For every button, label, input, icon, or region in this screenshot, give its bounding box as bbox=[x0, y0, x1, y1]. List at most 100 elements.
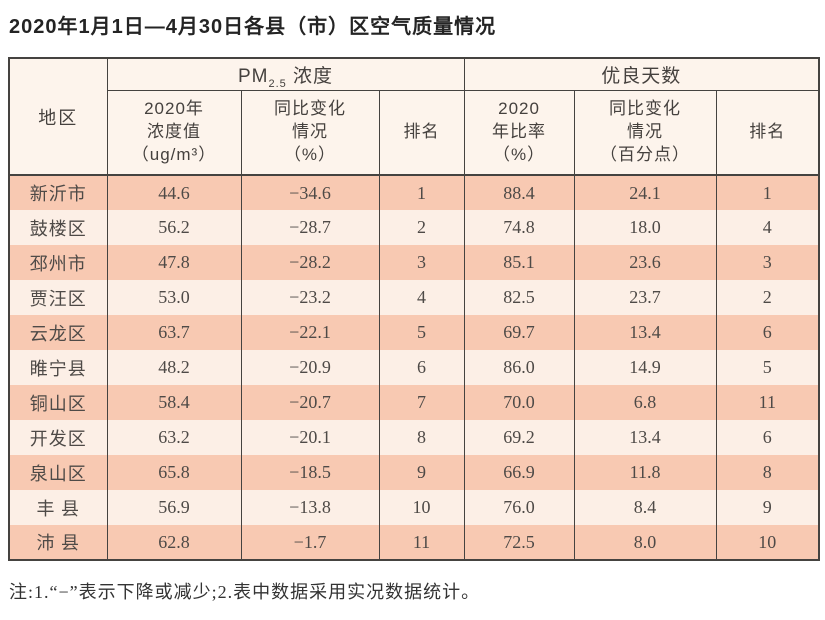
good-rank-cell: 6 bbox=[715, 420, 820, 455]
good-change-cell: 18.0 bbox=[573, 210, 717, 245]
pm-rank-cell: 10 bbox=[378, 490, 465, 525]
table-row: 鼓楼区 56.2 −28.7 2 74.8 18.0 4 bbox=[8, 210, 820, 245]
table-row: 贾汪区 53.0 −23.2 4 82.5 23.7 2 bbox=[8, 280, 820, 315]
region-cell: 贾汪区 bbox=[8, 280, 108, 315]
col-header-region: 地区 bbox=[8, 58, 108, 176]
good-rate-cell: 82.5 bbox=[463, 280, 575, 315]
region-cell: 新沂市 bbox=[8, 175, 108, 210]
good-rate-cell: 86.0 bbox=[463, 350, 575, 385]
good-change-cell: 8.0 bbox=[573, 525, 717, 560]
pm-value-cell: 56.2 bbox=[106, 210, 242, 245]
col-header-pm-rank: 排名 bbox=[378, 90, 465, 176]
pm-rank-cell: 4 bbox=[378, 280, 465, 315]
pm-change-cell: −28.2 bbox=[240, 245, 380, 280]
pm25-label-prefix: PM bbox=[237, 65, 269, 87]
pm-value-cell: 44.6 bbox=[106, 175, 242, 210]
pm-change-cell: −20.1 bbox=[240, 420, 380, 455]
table-row: 新沂市 44.6 −34.6 1 88.4 24.1 1 bbox=[8, 175, 820, 210]
pm-value-cell: 58.4 bbox=[106, 385, 242, 420]
pm-change-cell: −22.1 bbox=[240, 315, 380, 350]
good-rate-cell: 69.2 bbox=[463, 420, 575, 455]
table-row: 铜山区 58.4 −20.7 7 70.0 6.8 11 bbox=[8, 385, 820, 420]
good-rank-cell: 11 bbox=[715, 385, 820, 420]
table-header: 地区 PM2.5 浓度 优良天数 2020年 浓度值 （ug/m³） 同比变化 … bbox=[8, 58, 820, 176]
good-change-cell: 8.4 bbox=[573, 490, 717, 525]
col-header-good-rank: 排名 bbox=[715, 90, 820, 176]
good-rate-cell: 70.0 bbox=[463, 385, 575, 420]
pm-value-cell: 56.9 bbox=[106, 490, 242, 525]
table-body: 新沂市 44.6 −34.6 1 88.4 24.1 1 鼓楼区 56.2 −2… bbox=[8, 175, 820, 560]
good-rate-cell: 88.4 bbox=[463, 175, 575, 210]
pm-rank-cell: 11 bbox=[378, 525, 465, 560]
good-rank-cell: 10 bbox=[715, 525, 820, 560]
good-rate-cell: 74.8 bbox=[463, 210, 575, 245]
good-change-cell: 24.1 bbox=[573, 175, 717, 210]
region-cell: 丰 县 bbox=[8, 490, 108, 525]
pm-change-cell: −18.5 bbox=[240, 455, 380, 490]
pm-change-cell: −20.7 bbox=[240, 385, 380, 420]
pm-rank-cell: 7 bbox=[378, 385, 465, 420]
region-cell: 开发区 bbox=[8, 420, 108, 455]
table-row: 丰 县 56.9 −13.8 10 76.0 8.4 9 bbox=[8, 490, 820, 525]
table-row: 泉山区 65.8 −18.5 9 66.9 11.8 8 bbox=[8, 455, 820, 490]
table-row: 睢宁县 48.2 −20.9 6 86.0 14.9 5 bbox=[8, 350, 820, 385]
good-change-cell: 23.7 bbox=[573, 280, 717, 315]
pm25-label-suffix: 浓度 bbox=[286, 65, 334, 87]
good-rank-cell: 6 bbox=[715, 315, 820, 350]
pm-value-cell: 63.2 bbox=[106, 420, 242, 455]
region-cell: 泉山区 bbox=[8, 455, 108, 490]
pm-rank-cell: 5 bbox=[378, 315, 465, 350]
pm-rank-cell: 3 bbox=[378, 245, 465, 280]
pm-value-cell: 65.8 bbox=[106, 455, 242, 490]
table-row: 云龙区 63.7 −22.1 5 69.7 13.4 6 bbox=[8, 315, 820, 350]
good-change-cell: 6.8 bbox=[573, 385, 717, 420]
good-rank-cell: 1 bbox=[715, 175, 820, 210]
group-header-good-days: 优良天数 bbox=[463, 58, 820, 91]
group-header-row: 地区 PM2.5 浓度 优良天数 bbox=[8, 58, 820, 176]
good-rank-cell: 8 bbox=[715, 455, 820, 490]
region-cell: 睢宁县 bbox=[8, 350, 108, 385]
air-quality-table: 地区 PM2.5 浓度 优良天数 2020年 浓度值 （ug/m³） 同比变化 … bbox=[8, 57, 821, 561]
good-rate-cell: 66.9 bbox=[463, 455, 575, 490]
good-rate-cell: 76.0 bbox=[463, 490, 575, 525]
page-title: 2020年1月1日—4月30日各县（市）区空气质量情况 bbox=[9, 16, 497, 38]
pm-value-cell: 53.0 bbox=[106, 280, 242, 315]
pm-rank-cell: 9 bbox=[378, 455, 465, 490]
good-rank-cell: 9 bbox=[715, 490, 820, 525]
col-header-pm-change: 同比变化 情况 （%） bbox=[240, 90, 380, 176]
good-change-cell: 13.4 bbox=[573, 315, 717, 350]
good-rate-cell: 69.7 bbox=[463, 315, 575, 350]
pm-value-cell: 62.8 bbox=[106, 525, 242, 560]
pm-value-cell: 48.2 bbox=[106, 350, 242, 385]
good-rank-cell: 4 bbox=[715, 210, 820, 245]
pm-change-cell: −1.7 bbox=[240, 525, 380, 560]
good-rank-cell: 5 bbox=[715, 350, 820, 385]
col-header-pm-value: 2020年 浓度值 （ug/m³） bbox=[106, 90, 242, 176]
pm-rank-cell: 8 bbox=[378, 420, 465, 455]
good-rank-cell: 3 bbox=[715, 245, 820, 280]
table-row: 邳州市 47.8 −28.2 3 85.1 23.6 3 bbox=[8, 245, 820, 280]
good-rank-cell: 2 bbox=[715, 280, 820, 315]
region-cell: 云龙区 bbox=[8, 315, 108, 350]
good-rate-cell: 72.5 bbox=[463, 525, 575, 560]
table-row: 沛 县 62.8 −1.7 11 72.5 8.0 10 bbox=[8, 525, 820, 560]
good-change-cell: 23.6 bbox=[573, 245, 717, 280]
pm-change-cell: −28.7 bbox=[240, 210, 380, 245]
good-change-cell: 14.9 bbox=[573, 350, 717, 385]
pm-change-cell: −23.2 bbox=[240, 280, 380, 315]
region-cell: 鼓楼区 bbox=[8, 210, 108, 245]
pm-rank-cell: 1 bbox=[378, 175, 465, 210]
group-header-pm25: PM2.5 浓度 bbox=[106, 58, 465, 91]
pm-value-cell: 47.8 bbox=[106, 245, 242, 280]
col-header-good-rate: 2020 年比率 （%） bbox=[463, 90, 575, 176]
pm-change-cell: −34.6 bbox=[240, 175, 380, 210]
pm25-subscript: 2.5 bbox=[268, 77, 287, 90]
good-change-cell: 13.4 bbox=[573, 420, 717, 455]
pm-rank-cell: 6 bbox=[378, 350, 465, 385]
footnote: 注:1.“−”表示下降或减少;2.表中数据采用实况数据统计。 bbox=[9, 582, 481, 602]
pm-change-cell: −20.9 bbox=[240, 350, 380, 385]
table-row: 开发区 63.2 −20.1 8 69.2 13.4 6 bbox=[8, 420, 820, 455]
good-change-cell: 11.8 bbox=[573, 455, 717, 490]
region-cell: 铜山区 bbox=[8, 385, 108, 420]
